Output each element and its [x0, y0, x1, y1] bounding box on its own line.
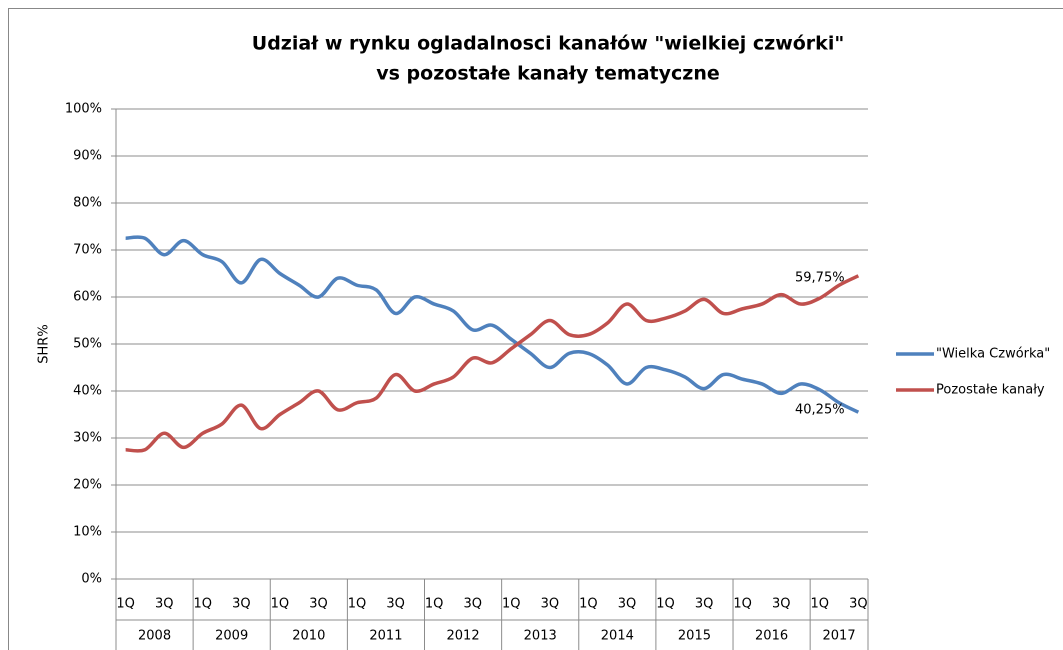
x-tick-label: 3Q: [541, 597, 560, 612]
x-group-label: 2016: [755, 629, 788, 644]
x-tick-label: 3Q: [772, 597, 791, 612]
x-tick-label: 3Q: [386, 597, 405, 612]
x-group-label: 2012: [447, 629, 480, 644]
legend-label: Pozostałe kanały: [936, 383, 1045, 398]
x-tick-label: 3Q: [309, 597, 328, 612]
x-group-label: 2008: [138, 629, 171, 644]
x-tick-label: 3Q: [232, 597, 251, 612]
x-group-label: 2015: [678, 629, 711, 644]
y-tick-label: 50%: [73, 337, 102, 352]
x-tick-label: 1Q: [733, 597, 752, 612]
legend-label: "Wielka Czwórka": [936, 347, 1050, 362]
x-tick-label: 1Q: [579, 597, 598, 612]
series-line: [125, 235, 860, 414]
y-tick-label: 90%: [73, 149, 102, 164]
y-axis-label: SHR%: [37, 324, 52, 363]
chart-title: vs pozostałe kanały tematyczne: [376, 63, 719, 85]
y-tick-label: 40%: [73, 384, 102, 399]
x-tick-label: 1Q: [425, 597, 444, 612]
x-tick-label: 3Q: [849, 597, 868, 612]
chart-title: Udział w rynku ogladalnosci kanałów "wie…: [252, 33, 844, 55]
y-tick-label: 70%: [73, 243, 102, 258]
x-tick-label: 1Q: [811, 597, 830, 612]
x-tick-label: 3Q: [155, 597, 174, 612]
x-tick-label: 1Q: [116, 597, 135, 612]
x-group-label: 2014: [601, 629, 634, 644]
x-tick-label: 3Q: [695, 597, 714, 612]
x-group-label: 2017: [823, 629, 856, 644]
x-tick-label: 1Q: [194, 597, 213, 612]
series-line: [125, 274, 860, 453]
y-tick-label: 0%: [81, 572, 102, 587]
y-tick-label: 20%: [73, 478, 102, 493]
x-group-label: 2013: [524, 629, 557, 644]
y-tick-label: 80%: [73, 196, 102, 211]
y-tick-label: 30%: [73, 431, 102, 446]
x-group-label: 2009: [215, 629, 248, 644]
x-tick-label: 3Q: [463, 597, 482, 612]
x-tick-label: 1Q: [656, 597, 675, 612]
y-tick-label: 100%: [65, 102, 102, 117]
x-tick-label: 1Q: [502, 597, 521, 612]
data-label: 40,25%: [795, 402, 845, 417]
x-tick-label: 1Q: [271, 597, 290, 612]
y-tick-label: 60%: [73, 290, 102, 305]
y-tick-label: 10%: [73, 525, 102, 540]
data-label: 59,75%: [795, 271, 845, 286]
x-tick-label: 1Q: [348, 597, 367, 612]
x-group-label: 2011: [369, 629, 402, 644]
x-tick-label: 3Q: [618, 597, 637, 612]
x-group-label: 2010: [292, 629, 325, 644]
